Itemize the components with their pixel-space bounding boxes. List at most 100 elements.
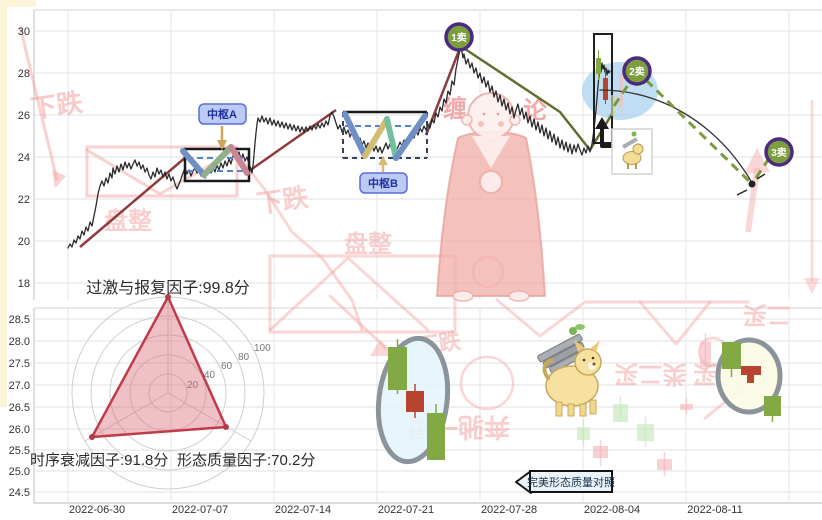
radar-polygon bbox=[90, 295, 228, 439]
comparison-label[interactable]: 完美形态质量对照 bbox=[527, 475, 615, 489]
candle-pink-faded bbox=[680, 404, 693, 410]
dog-head bbox=[574, 348, 602, 376]
segment-stroke-blue bbox=[393, 113, 428, 161]
projection-curve bbox=[599, 89, 752, 182]
sketch-arrow-line bbox=[18, 25, 59, 181]
mascot-frame bbox=[611, 128, 653, 175]
monk-eye bbox=[482, 112, 486, 116]
candle-red bbox=[406, 391, 424, 412]
y-tick-top: 26 bbox=[18, 110, 30, 122]
y-tick-bottom: 28.0 bbox=[9, 336, 30, 348]
comparison-callout: 完美形态质量对照 bbox=[515, 470, 615, 494]
sell-marker-1[interactable] bbox=[444, 22, 474, 52]
y-tick-bottom: 25.5 bbox=[9, 445, 30, 457]
y-tick-top: 30 bbox=[18, 26, 30, 38]
sketch-zigzag bbox=[638, 300, 712, 346]
candle-pink-faded bbox=[700, 342, 711, 367]
radar-ring-label: 60 bbox=[221, 361, 233, 372]
pivot-a-label[interactable]: 中枢A bbox=[207, 107, 237, 121]
up-arrow-line bbox=[600, 124, 615, 148]
watermark-monk bbox=[436, 92, 546, 302]
sell-marker-3[interactable] bbox=[764, 137, 794, 167]
dog-eye bbox=[582, 358, 586, 362]
y-tick-bottom: 27.5 bbox=[9, 358, 30, 370]
y-tick-top: 24 bbox=[18, 152, 30, 164]
page-edge-strip-top bbox=[0, 0, 36, 7]
x-tick-date: 2022-08-11 bbox=[687, 504, 742, 516]
mini-candle bbox=[611, 95, 615, 116]
dog-ear bbox=[574, 340, 585, 352]
trend-segment-maroon bbox=[79, 156, 187, 248]
monk-blush bbox=[498, 121, 504, 127]
dashed-projection bbox=[754, 159, 770, 179]
segment-stroke-blue bbox=[342, 111, 368, 159]
price-line bbox=[67, 46, 611, 249]
sell-marker-2-label[interactable]: 2卖 bbox=[629, 65, 645, 78]
dog-leg bbox=[567, 403, 575, 417]
pivot-a-label-pill[interactable] bbox=[198, 103, 247, 125]
y-tick-bottom: 26.0 bbox=[9, 424, 30, 436]
projection-end-dot bbox=[748, 180, 756, 188]
mini-dog-sprout bbox=[631, 131, 637, 137]
candle-green-faded bbox=[637, 424, 654, 441]
dog-tail bbox=[542, 358, 554, 380]
monk-foot bbox=[452, 290, 474, 302]
sell-marker-1-label[interactable]: 1卖 bbox=[451, 31, 467, 44]
projection-end-tick bbox=[756, 173, 766, 180]
sketch-zigzag bbox=[235, 152, 364, 332]
sketch-zigzag bbox=[495, 298, 750, 338]
sketch-rect bbox=[268, 254, 457, 334]
candle-green bbox=[427, 413, 445, 460]
y-tick-bottom: 27.0 bbox=[9, 380, 30, 392]
segment-stroke-teal bbox=[384, 116, 399, 161]
radar-ring-label: 80 bbox=[238, 352, 250, 363]
axis-labels: 30 28 26 24 22 20 18 28.5 28.0 27.5 27.0 26.5 26.0 25… bbox=[9, 26, 743, 516]
radar-vertex-dot bbox=[223, 424, 229, 430]
x-tick-date: 2022-07-21 bbox=[378, 504, 434, 516]
bottom-panel bbox=[375, 324, 783, 476]
sell-markers: 1卖 2卖 3卖 bbox=[444, 22, 794, 167]
watermark-text: 下跌 bbox=[29, 87, 85, 124]
background-accents bbox=[0, 0, 36, 407]
sketch-arrow-line bbox=[745, 167, 760, 233]
y-tick-top: 18 bbox=[18, 278, 30, 290]
dog-nose bbox=[592, 362, 596, 366]
pivot-b-label[interactable]: 中枢B bbox=[368, 176, 398, 190]
sell-marker-3-label[interactable]: 3卖 bbox=[771, 146, 787, 159]
mini-dog-body bbox=[622, 151, 642, 165]
watermark-text: 盘整 bbox=[344, 230, 392, 258]
watermark-text: 下跌 bbox=[255, 182, 311, 219]
watermark-text: 买 类二买 bbox=[614, 360, 717, 387]
sketch-circle bbox=[459, 355, 515, 411]
pivot-box-a bbox=[183, 147, 251, 183]
candle-green bbox=[722, 342, 741, 369]
radar-chart: 20 40 60 80 100 过激与报复因子:99.8分时序衰减因子:91.8分形态质量… bbox=[30, 279, 315, 490]
segment-stroke-green bbox=[201, 144, 234, 178]
x-tick-date: 2022-07-14 bbox=[275, 504, 331, 516]
trend-segment-maroon bbox=[248, 108, 337, 173]
gun-barrel bbox=[537, 333, 583, 363]
sell-marker-2[interactable] bbox=[622, 56, 652, 86]
sketch-zigzag bbox=[328, 294, 388, 350]
up-arrow-head bbox=[595, 117, 609, 129]
segment-stroke-rose bbox=[228, 144, 250, 176]
page-edge-strip bbox=[0, 7, 7, 407]
candle-green bbox=[388, 347, 407, 390]
comparison-label-box[interactable] bbox=[529, 470, 613, 493]
sketch-zigzag bbox=[268, 256, 430, 332]
candle-pink-faded bbox=[593, 446, 608, 458]
sketch-arrowhead bbox=[52, 170, 66, 188]
monk-foot bbox=[508, 290, 530, 302]
sketch-arrowhead bbox=[804, 278, 820, 294]
dog-leg bbox=[579, 403, 587, 417]
y-tick-bottom: 28.5 bbox=[9, 314, 30, 326]
radar-factor-label-top: 过激与报复因子:99.8分 bbox=[86, 279, 250, 297]
radar-spoke bbox=[84, 392, 169, 442]
projection-end-tick bbox=[736, 189, 748, 196]
pivot-b-label-pill[interactable] bbox=[359, 172, 408, 194]
pivot-a-pointer-head bbox=[217, 140, 227, 150]
dog-sprout-leaf bbox=[575, 324, 585, 330]
x-tick-date: 2022-06-30 bbox=[69, 504, 125, 516]
monk-ear bbox=[461, 114, 473, 126]
